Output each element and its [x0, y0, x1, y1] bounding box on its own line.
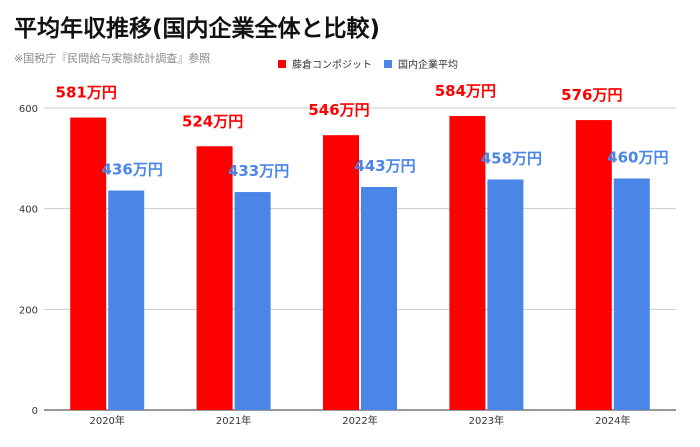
data-label: 524万円 [182, 112, 243, 130]
data-label: 584万円 [435, 82, 496, 100]
bar-series1 [575, 120, 612, 410]
legend: 藤倉コンポジット 国内企業平均 [278, 58, 458, 71]
data-label: 443万円 [354, 157, 415, 175]
x-tick-label: 2024年 [595, 414, 630, 427]
legend-swatch-series1 [278, 60, 286, 68]
bar-series2 [361, 187, 397, 410]
data-label: 433万円 [228, 162, 289, 180]
bar-series1 [70, 117, 107, 411]
data-label: 458万円 [481, 149, 542, 167]
x-tick-label: 2022年 [342, 414, 377, 427]
data-label: 436万円 [102, 161, 163, 179]
legend-swatch-series2 [384, 60, 392, 68]
y-tick-label: 200 [19, 305, 38, 316]
chart-title: 平均年収推移(国内企業全体と比較) [14, 15, 380, 42]
bar-series2 [234, 192, 271, 410]
chart-subtitle: ※国税庁『民間給与実態統計調査』参照 [14, 51, 210, 65]
data-label: 460万円 [607, 148, 668, 166]
bar-series1 [196, 146, 233, 410]
y-axis: 0 200 400 600 [19, 104, 38, 417]
data-label: 581万円 [56, 84, 117, 102]
legend-label-series1: 藤倉コンポジット [292, 58, 372, 71]
data-label: 546万円 [308, 101, 369, 119]
data-label: 576万円 [561, 86, 622, 104]
x-axis: 2020年 2021年 2022年 2023年 2024年 [89, 414, 630, 427]
bar-series2 [108, 190, 145, 410]
x-tick-label: 2023年 [469, 414, 504, 427]
y-tick-label: 600 [19, 104, 38, 115]
gridlines [44, 107, 676, 411]
y-tick-label: 0 [32, 406, 38, 417]
legend-label-series2: 国内企業平均 [398, 58, 458, 71]
x-tick-label: 2021年 [216, 414, 251, 427]
data-labels: 581万円 436万円 524万円 433万円 546万円 443万円 584万円 458万円… [56, 82, 669, 180]
bar-series2 [613, 178, 650, 410]
bar-series1 [323, 135, 359, 410]
bar-series1 [449, 116, 486, 410]
y-tick-label: 400 [19, 205, 38, 216]
bar-series2 [487, 179, 524, 410]
x-tick-label: 2020年 [89, 414, 124, 427]
bars [70, 116, 650, 411]
